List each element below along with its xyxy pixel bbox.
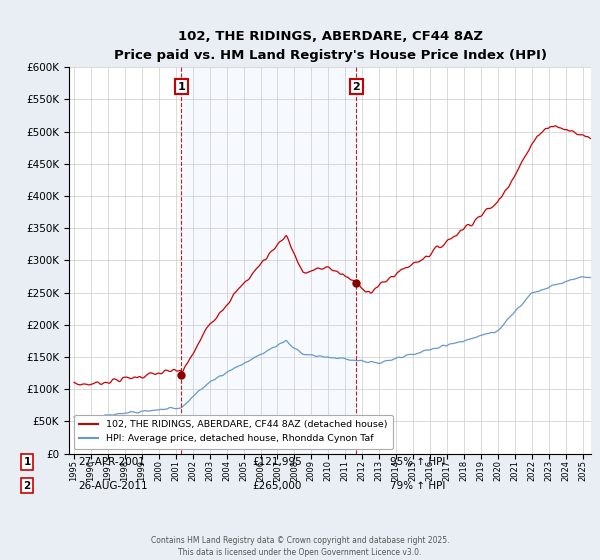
Text: 95% ↑ HPI: 95% ↑ HPI xyxy=(390,457,445,467)
Text: 79% ↑ HPI: 79% ↑ HPI xyxy=(390,480,445,491)
Text: 1: 1 xyxy=(23,457,31,467)
Text: Contains HM Land Registry data © Crown copyright and database right 2025.
This d: Contains HM Land Registry data © Crown c… xyxy=(151,536,449,557)
Text: 1: 1 xyxy=(178,82,185,91)
Legend: 102, THE RIDINGS, ABERDARE, CF44 8AZ (detached house), HPI: Average price, detac: 102, THE RIDINGS, ABERDARE, CF44 8AZ (de… xyxy=(74,415,393,449)
Text: £121,995: £121,995 xyxy=(252,457,302,467)
Text: 2: 2 xyxy=(23,480,31,491)
Text: £265,000: £265,000 xyxy=(252,480,301,491)
Text: 27-APR-2001: 27-APR-2001 xyxy=(78,457,145,467)
Text: 26-AUG-2011: 26-AUG-2011 xyxy=(78,480,148,491)
Title: 102, THE RIDINGS, ABERDARE, CF44 8AZ
Price paid vs. HM Land Registry's House Pri: 102, THE RIDINGS, ABERDARE, CF44 8AZ Pri… xyxy=(113,30,547,62)
Bar xyxy=(181,67,356,454)
Text: 2: 2 xyxy=(352,82,360,91)
